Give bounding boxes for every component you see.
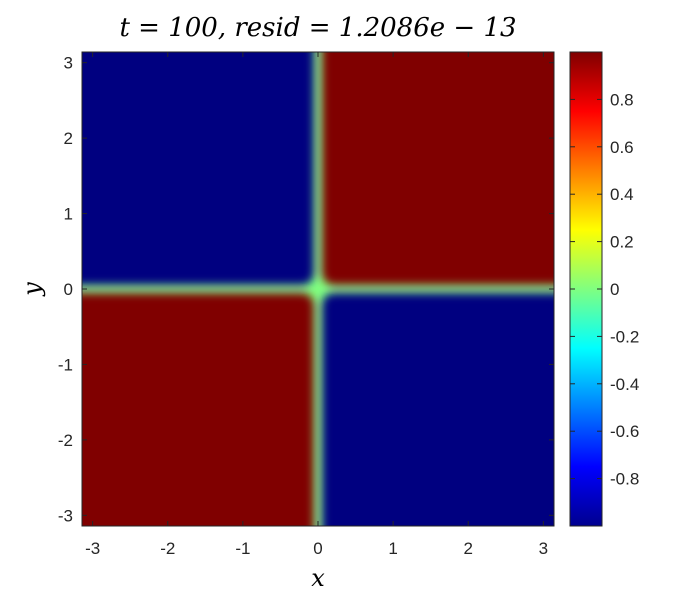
colorbar-tick-label: -0.4 [610, 375, 639, 394]
x-tick-label: 0 [313, 539, 322, 558]
x-tick-label: 1 [388, 539, 397, 558]
x-tick-label: 2 [464, 539, 473, 558]
quadrant-0 [82, 52, 314, 285]
colorbar-tick-label: 0.2 [610, 233, 634, 252]
quadrant-3 [322, 293, 554, 526]
colorbar-tick-label: -0.8 [610, 470, 639, 489]
x-tick-label: 3 [539, 539, 548, 558]
y-tick-label: -3 [58, 506, 73, 525]
y-tick-label: 1 [64, 205, 73, 224]
colorbar-tick-label: 0.8 [610, 90, 634, 109]
y-tick-label: -2 [58, 431, 73, 450]
chart-title: t = 100, resid = 1.2086e − 13 [119, 13, 516, 43]
heatmap-plot [82, 52, 554, 526]
colorbar-gradient [570, 52, 602, 526]
colorbar-ticks: -0.8 -0.6 -0.4 -0.2 0 0.2 0.4 0.6 0.8 [570, 90, 639, 489]
quadrant-2 [82, 293, 314, 526]
x-axis-label: x [311, 564, 325, 592]
quadrant-1 [322, 52, 554, 285]
colorbar: -0.8 -0.6 -0.4 -0.2 0 0.2 0.4 0.6 0.8 [569, 51, 639, 527]
colorbar-tick-label: -0.6 [610, 422, 639, 441]
y-axis-label: y [18, 282, 46, 297]
colorbar-tick-label: -0.2 [610, 327, 639, 346]
y-tick-label: -1 [58, 355, 73, 374]
y-tick-label: 3 [64, 54, 73, 73]
y-axis-ticks: -3 -2 -1 0 1 2 3 [58, 54, 554, 525]
x-axis-ticks: -3 -2 -1 0 1 2 3 [85, 52, 548, 558]
y-tick-label: 2 [64, 129, 73, 148]
x-tick-label: -1 [235, 539, 250, 558]
colorbar-tick-label: 0.4 [610, 185, 634, 204]
colorbar-tick-label: 0 [610, 280, 619, 299]
colorbar-tick-label: 0.6 [610, 138, 634, 157]
x-tick-label: -2 [160, 539, 175, 558]
x-tick-label: -3 [85, 539, 100, 558]
y-tick-label: 0 [64, 280, 73, 299]
